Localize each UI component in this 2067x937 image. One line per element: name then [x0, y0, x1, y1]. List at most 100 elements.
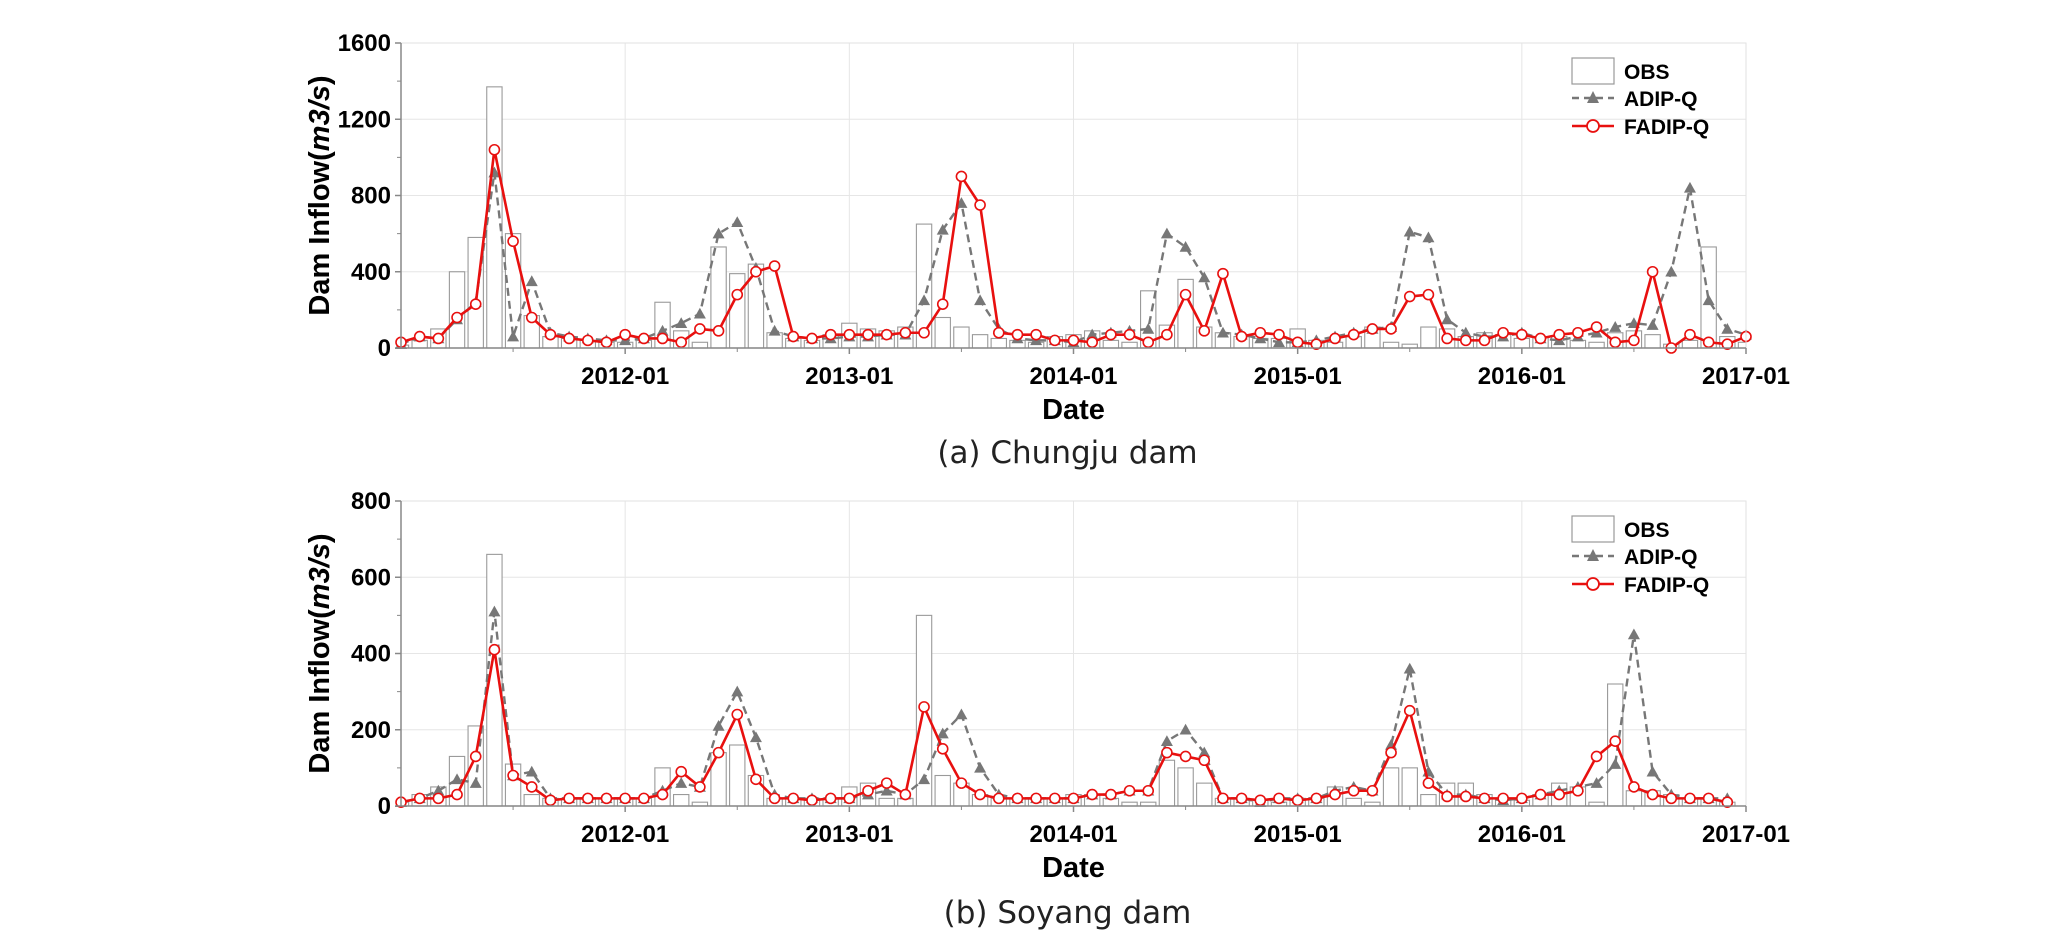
series-lines — [395, 143, 1752, 354]
adipq-point — [1665, 265, 1678, 277]
legend-fadipq-label: FADIP-Q — [1624, 574, 1709, 597]
fadipq-point — [750, 265, 762, 278]
fadipq-point — [806, 794, 818, 807]
fadipq-point — [507, 235, 519, 248]
fadipq-point — [1217, 792, 1229, 805]
adipq-line — [400, 611, 1728, 804]
fadipq-point — [1329, 332, 1341, 345]
adipq-point — [974, 294, 987, 306]
obs-bar — [1420, 794, 1437, 807]
fadipq-point — [1273, 328, 1285, 341]
fadipq-point — [1161, 746, 1173, 759]
fadipq-point — [1590, 321, 1603, 333]
obs-bar — [1737, 341, 1747, 349]
x-tick-label: 2014-01 — [1029, 821, 1117, 848]
y-tick-label: 800 — [351, 183, 391, 210]
fadipq-point — [1721, 338, 1734, 350]
obs-bar — [1588, 341, 1605, 349]
adipq-point — [1179, 240, 1192, 252]
fadipq-point — [563, 792, 575, 805]
obs-bar — [1196, 782, 1213, 807]
x-axis-label: Date — [1042, 394, 1105, 426]
fadipq-point — [488, 143, 501, 156]
x-tick-label: 2013-01 — [805, 363, 893, 390]
adipq-point — [955, 708, 968, 720]
fadipq-point — [1441, 332, 1453, 345]
obs-bar — [448, 271, 466, 349]
fadipq-point — [1049, 334, 1061, 347]
fadipq-point — [1702, 792, 1715, 805]
obs-bar — [934, 316, 951, 349]
legend-adipq-marker — [1587, 549, 1599, 561]
fadipq-point — [1459, 334, 1472, 347]
adipq-point — [1198, 746, 1211, 758]
adipq-point — [918, 773, 931, 785]
adipq-point — [1721, 322, 1734, 334]
x-tick-label: 2012-01 — [581, 363, 669, 390]
fadipq-point — [1609, 336, 1622, 349]
x-tick-label: 2017-01 — [1702, 821, 1790, 848]
fadipq-point — [1534, 788, 1547, 801]
fadipq-point — [1067, 334, 1080, 347]
y-tick-label: 800 — [351, 488, 391, 515]
fadipq-point — [918, 326, 930, 339]
obs-bar — [1420, 326, 1437, 349]
fadipq-point — [843, 792, 856, 805]
adipq-point — [1590, 777, 1603, 788]
fadipq-point — [1684, 328, 1696, 341]
obs-bar — [1177, 767, 1194, 807]
fadipq-point — [1628, 334, 1640, 347]
fadipq-point — [525, 781, 538, 793]
fadipq-point — [1030, 328, 1042, 341]
obs-bar — [691, 341, 709, 349]
y-ticks: 0 400 800 1200 1600 — [338, 30, 401, 362]
series-lines — [395, 605, 1734, 808]
x-tick-label: 2015-01 — [1254, 363, 1342, 390]
fadipq-point — [619, 328, 631, 341]
fadipq-point — [1403, 704, 1416, 717]
caption: (a) Chungju dam — [937, 435, 1197, 471]
fadipq-point — [675, 336, 688, 349]
fadipq-point — [1310, 338, 1323, 350]
obs-bar — [1382, 767, 1400, 807]
adipq-point — [1142, 322, 1155, 334]
adipq-point — [451, 773, 464, 785]
obs-bar — [672, 794, 690, 807]
panel-soyang: 0 200 400 600 800 2012-01 2013-01 2014-01 2015-… — [304, 488, 1790, 931]
adipq-point — [1422, 231, 1435, 243]
fadipq-point — [731, 708, 744, 721]
fadipq-point — [936, 743, 949, 755]
adipq-point — [918, 294, 931, 306]
y-tick-label: 0 — [378, 793, 391, 820]
fadipq-point — [544, 328, 557, 341]
x-tick-label: 2016-01 — [1478, 821, 1566, 848]
adipq-point — [693, 307, 706, 319]
fadipq-point — [563, 332, 575, 345]
obs-bar — [1681, 339, 1699, 349]
x-ticks: 2012-01 2013-01 2014-01 2015-01 2016-01 2017-… — [512, 348, 1790, 390]
fadipq-point — [1179, 288, 1192, 301]
fadipq-point — [1030, 792, 1042, 805]
fadipq-point — [1572, 784, 1584, 797]
fadipq-point — [1310, 792, 1323, 805]
fadipq-point — [880, 328, 893, 341]
fadipq-point — [843, 328, 856, 341]
legend-adipq-label: ADIP-Q — [1624, 88, 1698, 111]
adipq-point — [525, 765, 538, 777]
obs-bar — [523, 794, 540, 807]
fadipq-point — [1235, 792, 1248, 805]
fadipq-point — [1534, 332, 1547, 345]
adipq-point — [936, 223, 949, 235]
legend-obs-label: OBS — [1624, 519, 1670, 542]
adipq-point — [525, 275, 538, 287]
y-tick-label: 0 — [378, 335, 391, 362]
fadipq-point — [656, 788, 669, 801]
fadipq-point — [469, 750, 482, 763]
legend: OBS ADIP-Q FADIP-Q — [1571, 515, 1709, 597]
fadipq-point — [1347, 784, 1360, 797]
fadipq-point — [638, 792, 650, 805]
fadipq-point — [1329, 788, 1341, 801]
obs-bar — [1625, 790, 1643, 807]
fadipq-point — [451, 311, 463, 324]
fadipq-point — [1123, 328, 1136, 341]
